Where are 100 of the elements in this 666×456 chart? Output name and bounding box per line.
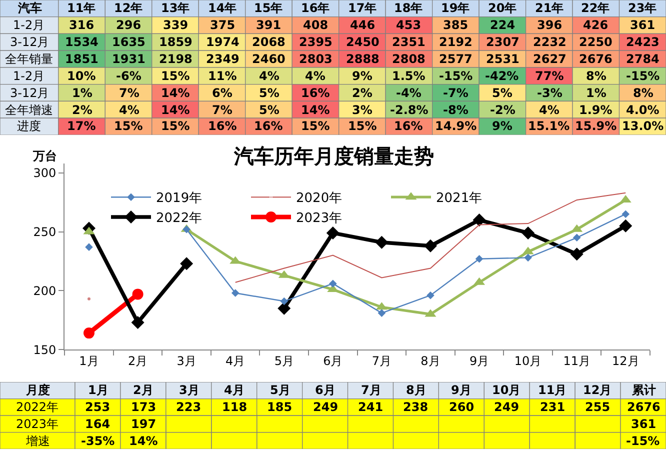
- y-tick-label: 3-12月: [10, 86, 50, 100]
- data-label: 426: [583, 18, 608, 32]
- y-axis-title: 万台: [32, 149, 57, 163]
- data-label: 249: [494, 400, 520, 414]
- data-label: 396: [537, 18, 562, 32]
- data-label: 15%: [161, 69, 190, 83]
- x-tick-label: 13年: [161, 1, 190, 15]
- data-label: -6%: [116, 69, 142, 83]
- x-axis-title: 汽车: [17, 1, 42, 15]
- data-label: 1851: [65, 52, 98, 66]
- x-tick-label: 2月: [133, 383, 154, 397]
- data-label: 2531: [486, 52, 520, 66]
- x-tick-label: 15年: [254, 1, 283, 15]
- x-tick-label: 9月: [469, 354, 490, 368]
- data-label: 2627: [533, 52, 566, 66]
- y-tick-label: 1-2月: [13, 18, 45, 32]
- data-label: -15%: [439, 69, 473, 83]
- x-tick-label: 5月: [270, 383, 290, 397]
- data-label: 17%: [67, 119, 96, 133]
- point: [83, 328, 94, 339]
- x-tick-label: 6月: [315, 383, 336, 397]
- x-tick-label: 9月: [451, 383, 472, 397]
- data-label: 16%: [208, 119, 237, 133]
- y-tick-label: 进度: [17, 119, 41, 133]
- data-label: 2307: [486, 35, 520, 49]
- data-label: 2676: [579, 52, 612, 66]
- data-label: 118: [222, 400, 248, 414]
- data-label: 14%: [161, 86, 190, 100]
- data-label: -3%: [537, 86, 562, 100]
- data-label: 260: [449, 400, 474, 414]
- data-label: -2.8%: [390, 103, 428, 117]
- x-tick-label: 10月: [514, 354, 542, 368]
- data-label: 14.9%: [435, 119, 477, 133]
- x-tick-label: 3月: [176, 354, 196, 368]
- point: [231, 289, 240, 297]
- point: [426, 291, 434, 300]
- data-label: 361: [631, 417, 656, 431]
- legend-label: 2023年: [296, 211, 342, 226]
- data-label: 173: [131, 400, 156, 414]
- chart-title: 汽车历年月度销量走势: [233, 144, 434, 168]
- point: [619, 219, 632, 232]
- point: [622, 210, 630, 218]
- x-tick-label: 21年: [535, 1, 564, 15]
- x-tick-label: 17年: [348, 1, 377, 15]
- point: [375, 236, 388, 249]
- data-label: 7%: [212, 103, 232, 117]
- data-label: -15%: [626, 434, 660, 448]
- data-label: 7%: [119, 86, 140, 100]
- data-label: 2577: [439, 52, 472, 66]
- point: [132, 288, 144, 300]
- x-tick-label: 19年: [441, 1, 470, 15]
- data-label: 231: [540, 400, 566, 414]
- point: [378, 309, 386, 317]
- data-label: 375: [210, 18, 236, 32]
- point: [524, 254, 532, 262]
- data-label: -7%: [443, 86, 468, 100]
- point: [85, 243, 93, 251]
- x-tick-label: 20年: [488, 1, 517, 15]
- data-label: 14%: [301, 103, 330, 117]
- data-label: 4%: [305, 69, 326, 83]
- point: [180, 257, 194, 270]
- data-label: 5%: [259, 103, 280, 117]
- x-tick-label: 11月: [538, 383, 567, 397]
- data-label: 249: [313, 400, 338, 414]
- point: [522, 226, 535, 240]
- data-label: 6%: [212, 86, 232, 100]
- data-label: -2%: [490, 103, 516, 117]
- x-tick-label: 23年: [628, 1, 657, 15]
- x-tick-label: 7月: [361, 383, 382, 397]
- y-tick-label: 200: [33, 284, 56, 298]
- data-label: 9%: [352, 69, 372, 83]
- data-label: 2192: [439, 35, 472, 49]
- data-label: 2676: [627, 400, 660, 414]
- data-label: 1635: [112, 35, 146, 49]
- x-tick-label: 1月: [88, 383, 108, 397]
- data-label: 2%: [352, 86, 372, 100]
- legend-label: 2021年: [436, 191, 482, 206]
- x-axis-title: 月度: [25, 383, 50, 397]
- data-label: 2068: [252, 35, 286, 49]
- data-label: 446: [350, 18, 376, 32]
- data-label: 1974: [206, 35, 240, 49]
- data-label: 4%: [259, 69, 280, 83]
- point: [472, 213, 486, 226]
- data-label: 2395: [299, 35, 332, 49]
- x-tick-label: 累计: [631, 383, 656, 397]
- x-tick-label: 8月: [406, 383, 426, 397]
- data-label: 8%: [633, 86, 654, 100]
- y-tick-label: 2022年: [16, 400, 59, 414]
- data-label: 224: [490, 18, 516, 32]
- y-tick-label: 全年增速: [5, 103, 53, 117]
- x-tick-label: 12月: [583, 383, 612, 397]
- data-label: 253: [85, 400, 110, 414]
- data-label: 1534: [65, 35, 98, 49]
- y-tick-label: 全年销量: [5, 52, 53, 66]
- y-tick-label: 150: [33, 342, 56, 357]
- point: [329, 280, 337, 288]
- x-tick-label: 7月: [372, 354, 392, 368]
- y-tick-label: 2023年: [16, 417, 59, 431]
- point: [131, 316, 144, 329]
- y-tick-label: 300: [33, 166, 56, 180]
